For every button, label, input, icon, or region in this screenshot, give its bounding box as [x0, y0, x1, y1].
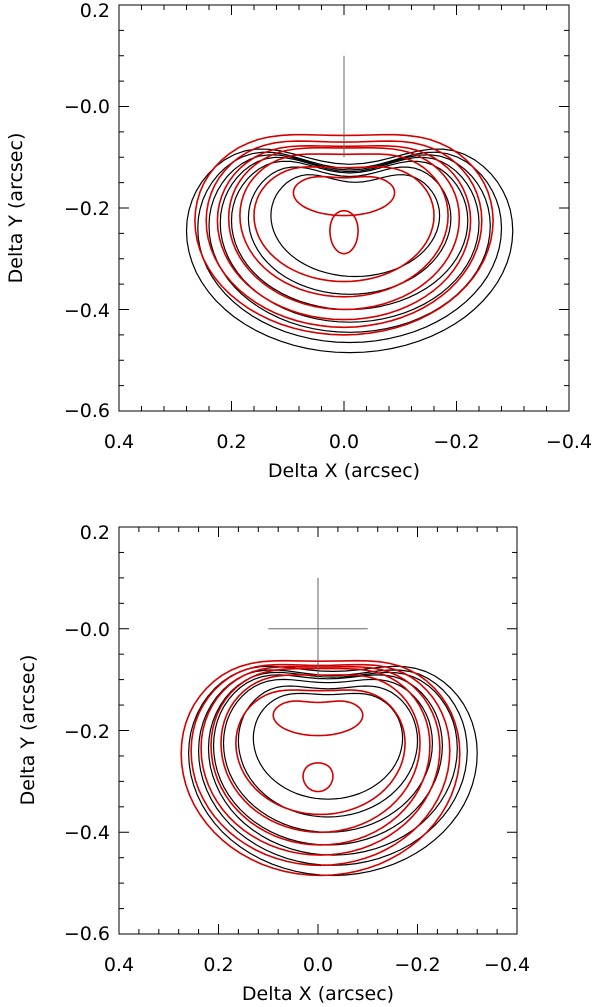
observed-contour-level-0: [188, 665, 478, 877]
xtick-label: −0.2: [394, 954, 440, 976]
panel-bottom: 0.4 0.2 0.0 −0.2 −0.4 0.2 −0.0 −0.2 −0.4…: [17, 522, 530, 1005]
ytick-label: −0.2: [64, 198, 110, 220]
contours-bottom: [180, 659, 478, 877]
xtick-label: 0.2: [216, 431, 246, 453]
model-contour-level-0: [194, 133, 494, 336]
model-contour-level-7: [329, 209, 359, 255]
ytick-label: 0.2: [80, 522, 110, 544]
ytick-label: −0.6: [64, 400, 110, 422]
observed-contour-level-2: [207, 671, 458, 856]
y-axis-label-bottom: Delta Y (arcsec): [17, 655, 39, 806]
model-contour-level-4: [220, 674, 421, 834]
model-contour-level-0: [180, 659, 461, 877]
observed-contour-level-4: [230, 160, 469, 311]
ytick-labels-top: 0.2 −0.0 −0.2 −0.4 −0.6: [64, 0, 110, 422]
xtick-label: 0.0: [303, 954, 333, 976]
y-axis-label-top: Delta Y (arcsec): [5, 133, 27, 284]
contours-top: [185, 133, 514, 354]
ytick-label: 0.2: [80, 0, 110, 22]
observed-contour-level-5: [237, 685, 419, 818]
model-contour-level-1: [190, 663, 451, 867]
center-marker-bottom: [268, 577, 368, 680]
model-contour-level-2: [216, 145, 472, 321]
ticks-top: [118, 4, 570, 412]
xtick-label: 0.4: [104, 431, 134, 453]
x-axis-label-top: Delta X (arcsec): [268, 460, 420, 482]
model-contour-level-5: [235, 689, 406, 816]
model-contour-level-2: [200, 665, 441, 856]
model-contour-level-5: [253, 166, 435, 283]
x-axis-label-bottom: Delta X (arcsec): [242, 983, 394, 1005]
observed-contour-level-0: [185, 148, 514, 354]
observed-contour-level-3: [219, 156, 480, 323]
model-contour-level-3: [227, 147, 461, 311]
ytick-label: −0.4: [64, 300, 110, 322]
observed-contour-level-1: [198, 669, 468, 866]
xtick-label: −0.4: [546, 431, 592, 453]
xtick-label: −0.4: [484, 954, 530, 976]
xtick-labels-top: 0.4 0.2 0.0 −0.2 −0.4: [104, 431, 592, 453]
xtick-label: 0.4: [104, 954, 134, 976]
xtick-label: 0.0: [329, 431, 359, 453]
ytick-label: −0.4: [64, 822, 110, 844]
ticks-bottom: [118, 526, 518, 935]
model-contour-level-7: [302, 762, 334, 793]
ytick-label: −0.2: [64, 721, 110, 743]
observed-contour-level-5: [247, 166, 452, 295]
xtick-label: 0.2: [203, 954, 233, 976]
model-contour-level-6: [292, 175, 396, 217]
model-contour-level-4: [239, 153, 449, 298]
ytick-label: −0.6: [64, 923, 110, 945]
xtick-labels-bottom: 0.4 0.2 0.0 −0.2 −0.4: [104, 954, 530, 976]
observed-contour-level-6: [270, 174, 441, 278]
observed-contour-level-6: [252, 692, 404, 800]
panel-top: 0.4 0.2 0.0 −0.2 −0.4 0.2 −0.0 −0.2 −0.4…: [5, 0, 592, 482]
observed-contour-level-1: [197, 151, 503, 344]
model-contour-level-6: [272, 700, 364, 737]
ytick-label: −0.0: [64, 619, 110, 641]
model-contour-level-1: [205, 140, 483, 329]
model-contour-level-3: [210, 667, 431, 846]
xtick-label: −0.2: [433, 431, 479, 453]
ytick-labels-bottom: 0.2 −0.0 −0.2 −0.4 −0.6: [64, 522, 110, 945]
ytick-label: −0.0: [64, 96, 110, 118]
